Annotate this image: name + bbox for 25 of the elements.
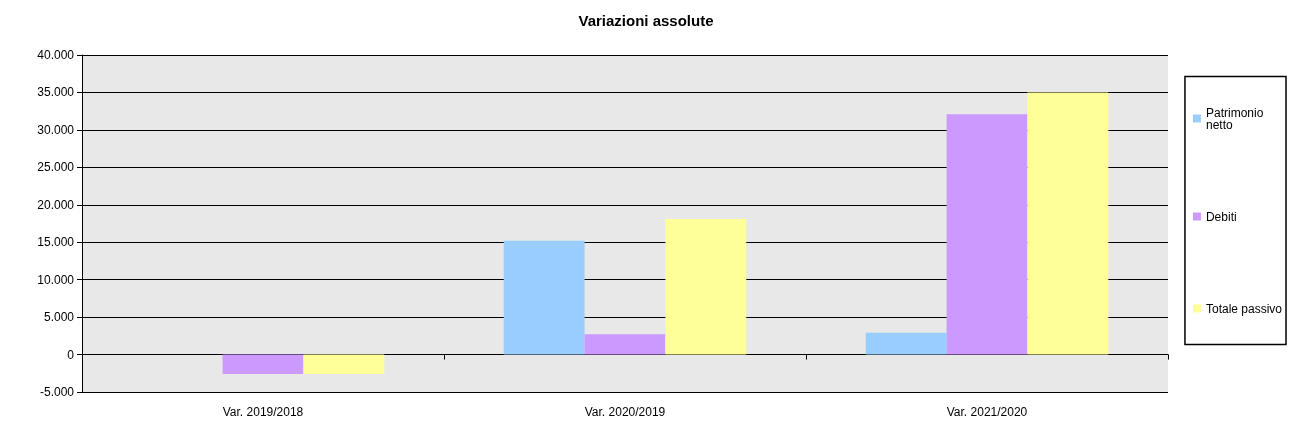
y-tick-label: 0 (67, 347, 75, 362)
bar (303, 354, 385, 375)
y-tick-label: 35.000 (37, 85, 75, 100)
bar (865, 332, 947, 355)
y-tick-label: 25.000 (37, 160, 75, 175)
chart-title: Variazioni assolute (578, 12, 714, 29)
bar (584, 334, 666, 355)
y-tick-label: 5.000 (43, 310, 75, 325)
y-tick-label: 10.000 (37, 272, 75, 287)
x-tick-label: Var. 2019/2018 (222, 405, 304, 419)
y-tick-label: 20.000 (37, 197, 75, 212)
y-tick-label: 15.000 (37, 235, 75, 250)
x-tick-label: Var. 2020/2019 (584, 405, 666, 419)
y-tick-label: -5.000 (39, 385, 75, 399)
legend-label: Totale passivo (1205, 301, 1283, 316)
x-tick-label: Var. 2021/2020 (946, 405, 1028, 419)
y-tick-label: 30.000 (37, 122, 75, 137)
bar (946, 114, 1028, 355)
bar (503, 240, 585, 355)
legend-label: Debiti (1205, 209, 1237, 224)
y-tick-label: 40.000 (37, 48, 75, 62)
bar (222, 354, 304, 375)
bar (665, 219, 747, 355)
bar (1027, 92, 1109, 355)
legend-label: Patrimonio netto (1205, 105, 1267, 132)
